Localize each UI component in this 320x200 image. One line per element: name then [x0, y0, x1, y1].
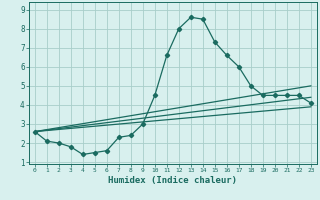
X-axis label: Humidex (Indice chaleur): Humidex (Indice chaleur)	[108, 176, 237, 185]
